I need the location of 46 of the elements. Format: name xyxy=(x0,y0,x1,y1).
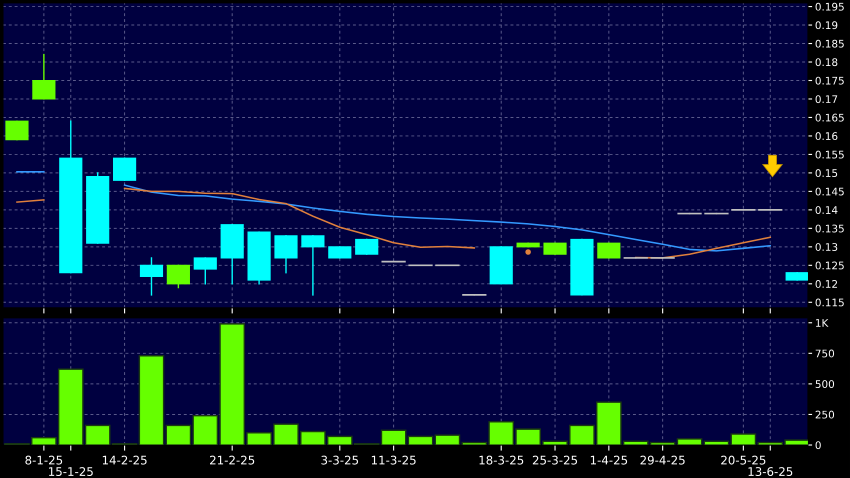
x-tick-label: 29-4-25 xyxy=(640,456,685,465)
x-tick-label: 13-6-25 xyxy=(748,467,792,476)
x-tick-label: 3-3-25 xyxy=(321,456,358,465)
x-tick-label: 15-1-25 xyxy=(49,467,93,476)
candlestick xyxy=(194,257,217,284)
x-tick-label: 18-3-25 xyxy=(479,456,524,465)
candlestick xyxy=(597,242,620,259)
y-tick-label: 0.115 xyxy=(816,298,844,306)
y-tick-label: 1K xyxy=(816,319,829,327)
candlestick xyxy=(543,242,567,255)
y-tick-label: 0.13 xyxy=(816,243,838,251)
y-tick-label: 0.19 xyxy=(816,21,838,30)
x-tick-label: 20-5-25 xyxy=(721,456,766,465)
x-tick-label: 1-4-25 xyxy=(590,456,628,465)
y-tick-label: 750 xyxy=(816,350,834,358)
y-tick-label: 0.155 xyxy=(816,150,844,159)
y-tick-label: 250 xyxy=(816,410,834,419)
y-tick-label: 0.18 xyxy=(816,58,838,66)
candlestick xyxy=(274,235,298,274)
x-tick-label: 14-2-25 xyxy=(102,456,147,465)
x-tick-label: 8-1-25 xyxy=(25,456,62,465)
candlestick xyxy=(301,235,324,296)
y-tick-label: 0.175 xyxy=(816,76,844,85)
y-tick-label: 0.16 xyxy=(816,132,838,140)
candlestick xyxy=(166,264,190,288)
x-tick-label: 11-3-25 xyxy=(372,456,416,465)
candlestick xyxy=(355,238,378,255)
candlestick xyxy=(140,257,164,296)
candlestick xyxy=(5,120,29,140)
y-tick-label: 0.14 xyxy=(816,206,838,214)
candlestick xyxy=(32,54,56,100)
y-tick-label: 0.15 xyxy=(816,169,838,178)
y-tick-label: 0.12 xyxy=(816,280,838,288)
y-tick-label: 0 xyxy=(816,441,821,450)
y-tick-label: 0.185 xyxy=(816,40,844,48)
y-tick-label: 500 xyxy=(816,380,834,388)
candlestick xyxy=(328,246,352,259)
y-tick-label: 0.145 xyxy=(816,188,844,196)
y-tick-label: 0.17 xyxy=(816,95,838,104)
x-tick-label: 21-2-25 xyxy=(210,456,254,465)
x-tick-label: 25-3-25 xyxy=(532,456,578,465)
candlestick xyxy=(112,157,136,181)
y-tick-label: 0.135 xyxy=(816,224,844,232)
y-tick-label: 0.125 xyxy=(816,262,844,270)
y-tick-label: 0.195 xyxy=(816,2,844,11)
y-tick-label: 0.165 xyxy=(816,114,844,122)
